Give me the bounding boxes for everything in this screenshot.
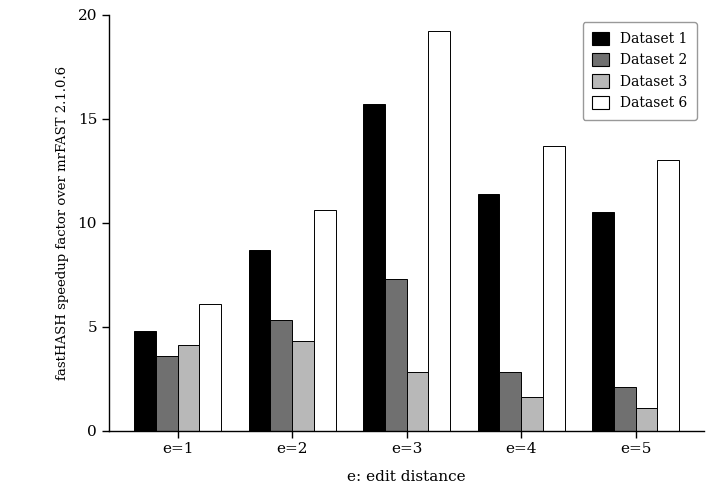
X-axis label: e: edit distance: e: edit distance — [347, 470, 466, 484]
Y-axis label: fastHASH speedup factor over mrFAST 2.1.0.6: fastHASH speedup factor over mrFAST 2.1.… — [56, 66, 69, 380]
Bar — [407, 372, 428, 431]
Bar — [657, 160, 679, 431]
Bar — [385, 279, 407, 431]
Bar — [478, 194, 499, 431]
Bar — [521, 397, 543, 431]
Bar — [270, 320, 292, 431]
Bar — [635, 408, 657, 431]
Bar — [314, 210, 335, 431]
Bar — [499, 372, 521, 431]
Bar — [200, 304, 221, 431]
Bar — [156, 356, 178, 431]
Bar — [428, 32, 450, 431]
Bar — [178, 346, 200, 431]
Bar — [592, 212, 613, 431]
Bar — [292, 341, 314, 431]
Bar — [248, 250, 270, 431]
Bar — [613, 387, 635, 431]
Bar — [543, 146, 565, 431]
Bar — [134, 331, 156, 431]
Legend: Dataset 1, Dataset 2, Dataset 3, Dataset 6: Dataset 1, Dataset 2, Dataset 3, Dataset… — [583, 22, 697, 120]
Bar — [363, 104, 385, 431]
